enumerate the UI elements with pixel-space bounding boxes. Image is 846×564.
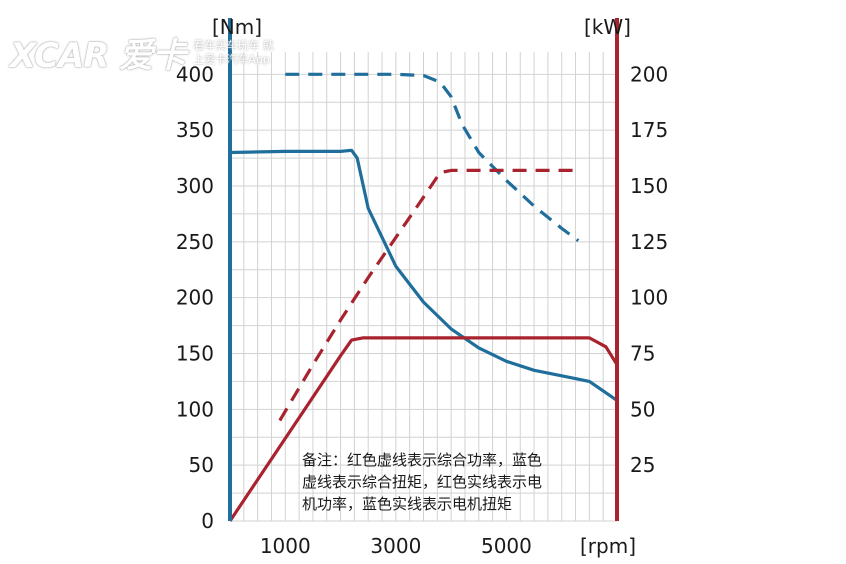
left-tick-label: 250 xyxy=(176,230,214,254)
x-tick-label: 1000 xyxy=(260,534,311,558)
chart-labels: [Nm] [kW] [rpm] 0 50 100 150 200 250 300 350 400… xyxy=(176,15,668,558)
xcar-logo: XCAR 爱卡 xyxy=(10,36,186,76)
left-tick-label: 50 xyxy=(189,453,214,477)
watermark-line-2: 上爱卡汽车App xyxy=(193,52,270,66)
xcar-watermark: XCAR 爱卡 看车买车玩车 就 上爱卡汽车App xyxy=(10,28,274,77)
series-line-red-dashed xyxy=(278,168,579,422)
series-line-blue-dashed xyxy=(285,72,580,242)
right-tick-label: 75 xyxy=(630,342,655,366)
left-tick-label: 150 xyxy=(176,342,214,366)
left-tick-label: 0 xyxy=(201,509,214,533)
left-tick-label: 400 xyxy=(176,62,214,86)
chart-grid xyxy=(230,52,617,522)
watermark-line-1: 看车买车玩车 就 xyxy=(193,38,274,52)
right-tick-label: 125 xyxy=(630,230,668,254)
right-tick-label: 25 xyxy=(630,453,655,477)
right-tick-label: 175 xyxy=(630,118,668,142)
chart-axes xyxy=(228,18,619,521)
right-tick-label: 200 xyxy=(630,62,668,86)
left-tick-label: 300 xyxy=(176,174,214,198)
left-tick-label: 200 xyxy=(176,286,214,310)
chart-series xyxy=(228,72,619,522)
chart-note: 备注：红色虚线表示综合功率，蓝色 虚线表示综合扭矩，红色实线表示电 机功率，蓝色… xyxy=(302,451,543,513)
series-line-blue-solid xyxy=(229,148,618,402)
left-tick-label: 350 xyxy=(176,118,214,142)
right-tick-label: 100 xyxy=(630,286,668,310)
right-tick-label: 50 xyxy=(630,397,655,421)
right-axis-label: [kW] xyxy=(584,15,631,39)
series-line-red-solid xyxy=(228,336,619,522)
left-tick-label: 100 xyxy=(176,397,214,421)
watermark-text: 看车买车玩车 就 上爱卡汽车App xyxy=(193,39,274,67)
x-tick-label: 3000 xyxy=(370,534,421,558)
x-tick-label: 5000 xyxy=(481,534,532,558)
x-axis-label: [rpm] xyxy=(580,534,636,558)
left-axis-label: [Nm] xyxy=(212,15,262,39)
right-tick-label: 150 xyxy=(630,174,668,198)
